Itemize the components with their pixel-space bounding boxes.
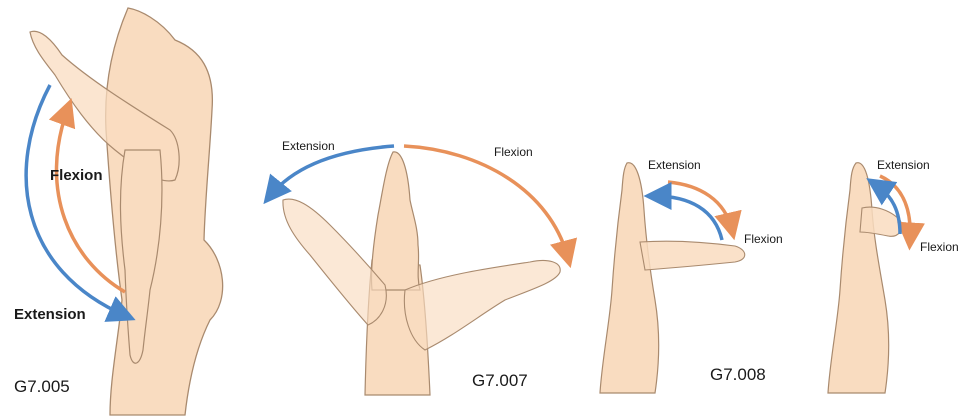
flexion-label: Flexion: [920, 240, 959, 254]
hand-shape: [599, 162, 660, 394]
flexion-label: Flexion: [50, 167, 103, 184]
flexion-arrow: [667, 180, 742, 241]
figure-id: G7.007: [472, 371, 528, 390]
flexion-label: Flexion: [494, 145, 533, 159]
extension-label: Extension: [648, 158, 701, 172]
flexed-hand-shape: [403, 259, 561, 351]
figure-id: G7.008: [710, 365, 766, 384]
neutral-hand-shape: [370, 151, 421, 291]
extended-hand-shape: [282, 198, 387, 326]
extension-label: Extension: [282, 139, 335, 153]
figure-finger-mcp: [599, 162, 746, 394]
hand-shape: [827, 162, 890, 394]
extension-label: Extension: [877, 158, 930, 172]
figure-wrist: [263, 144, 578, 396]
figure-id: G7.005: [14, 377, 70, 396]
bent-finger-shape: [639, 240, 746, 271]
figure-finger-pip: [827, 162, 925, 394]
flexion-arrow: [48, 98, 126, 294]
flexion-label: Flexion: [744, 232, 783, 246]
extension-label: Extension: [14, 306, 86, 323]
extension-arrow: [263, 144, 395, 205]
extension-arrow: [866, 178, 902, 235]
figure-shoulder: [24, 7, 224, 416]
extension-arrow: [643, 182, 724, 241]
raised-arm-shape: [29, 30, 180, 182]
flexion-arrow: [403, 144, 578, 269]
extension-arrow: [24, 84, 136, 322]
